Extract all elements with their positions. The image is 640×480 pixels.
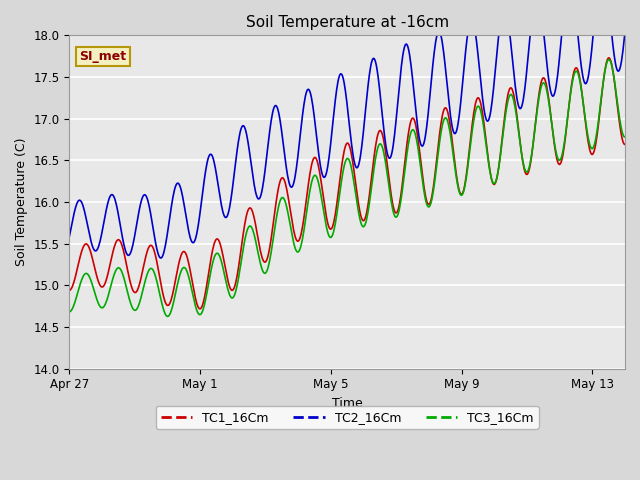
X-axis label: Time: Time	[332, 397, 363, 410]
Text: SI_met: SI_met	[79, 50, 127, 63]
Y-axis label: Soil Temperature (C): Soil Temperature (C)	[15, 138, 28, 266]
Title: Soil Temperature at -16cm: Soil Temperature at -16cm	[246, 15, 449, 30]
Legend: TC1_16Cm, TC2_16Cm, TC3_16Cm: TC1_16Cm, TC2_16Cm, TC3_16Cm	[156, 406, 539, 429]
